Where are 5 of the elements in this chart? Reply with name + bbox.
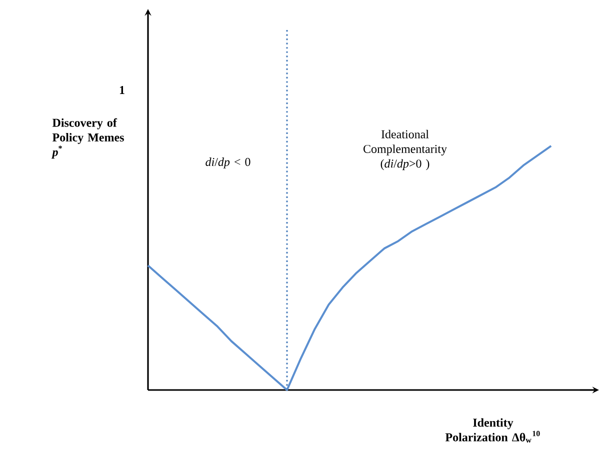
x-axis-title: Identity Polarization Δθ$_{w}$10 bbox=[445, 418, 540, 443]
annotation: di/dp < 0 bbox=[206, 158, 250, 168]
text: 1 bbox=[120, 86, 124, 94]
annotation: Ideational Complementarity (di/dp>0 ) bbox=[364, 130, 447, 170]
y-axis-title: Discovery of Policy Memes p$^{*}$ bbox=[51, 118, 124, 159]
